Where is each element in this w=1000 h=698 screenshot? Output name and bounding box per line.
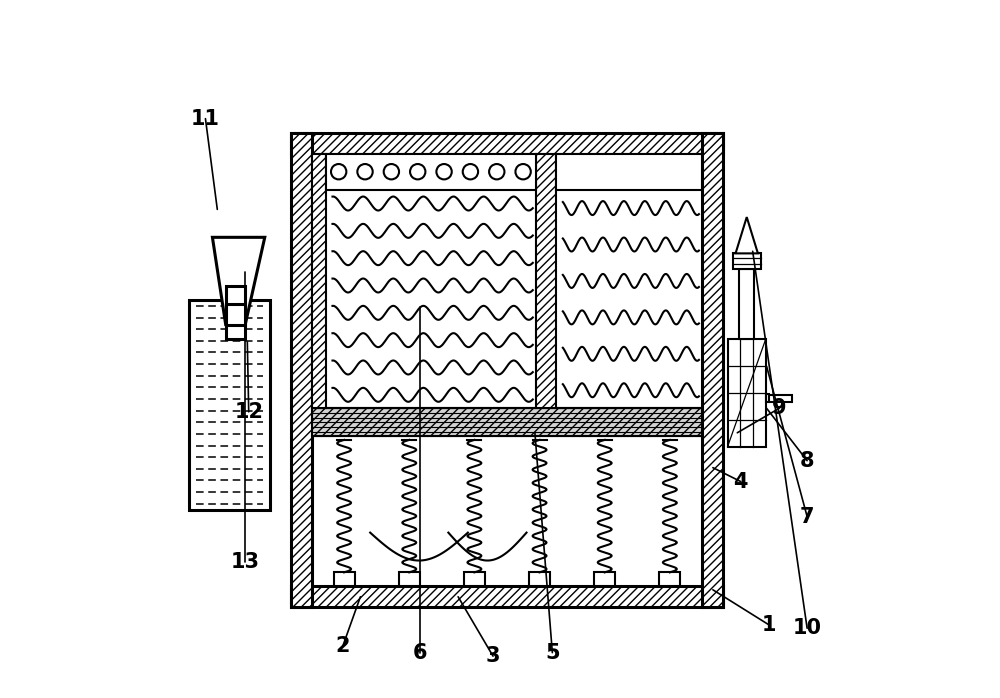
Bar — [312, 154, 326, 408]
Bar — [189, 300, 270, 510]
Text: 8: 8 — [800, 451, 814, 470]
Text: 13: 13 — [231, 552, 260, 572]
Text: 3: 3 — [486, 646, 500, 666]
Bar — [326, 154, 536, 190]
Bar — [728, 339, 766, 447]
Bar — [291, 586, 723, 607]
Polygon shape — [736, 217, 758, 253]
Text: 1: 1 — [761, 615, 776, 634]
Bar — [556, 154, 702, 190]
Bar — [702, 133, 723, 607]
Text: 7: 7 — [800, 507, 814, 526]
Text: 11: 11 — [191, 109, 220, 128]
Bar — [226, 286, 245, 339]
Bar — [536, 154, 556, 408]
Bar — [766, 394, 769, 402]
Bar — [594, 572, 615, 586]
Text: 5: 5 — [545, 643, 560, 662]
Text: 2: 2 — [336, 636, 350, 655]
Text: 4: 4 — [734, 472, 748, 491]
Bar — [291, 133, 312, 607]
Bar — [312, 408, 702, 436]
Bar — [659, 572, 680, 586]
Bar — [739, 269, 754, 339]
Bar — [464, 572, 485, 586]
Bar — [291, 133, 723, 154]
Polygon shape — [212, 237, 265, 325]
Text: 9: 9 — [772, 399, 787, 418]
Bar — [529, 572, 550, 586]
Bar — [399, 572, 420, 586]
Bar — [769, 394, 792, 401]
Bar — [334, 572, 355, 586]
Bar — [226, 304, 245, 325]
Bar — [733, 253, 761, 269]
Text: 12: 12 — [234, 402, 263, 422]
Text: 10: 10 — [793, 618, 822, 638]
Text: 6: 6 — [412, 643, 427, 662]
